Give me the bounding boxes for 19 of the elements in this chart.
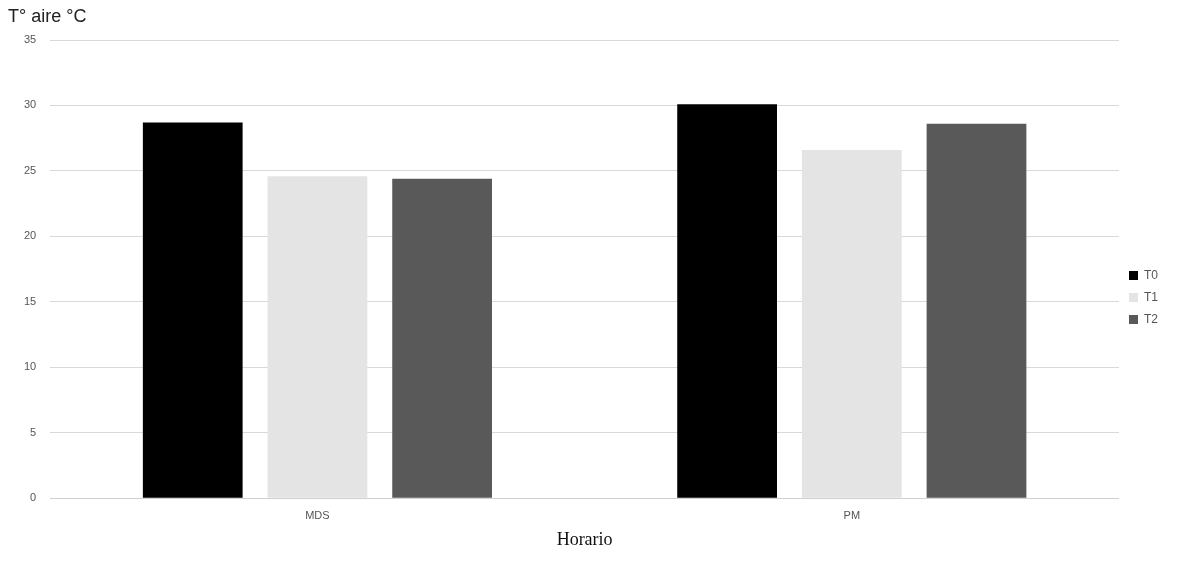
y-tick-label: 10: [23, 360, 37, 373]
y-axis-title: T° aire °C: [8, 6, 87, 27]
y-tick-label: 5: [30, 425, 37, 438]
x-tick-label: PM: [843, 508, 861, 521]
y-tick-label: 20: [23, 229, 37, 242]
y-tick-label: 35: [23, 33, 37, 46]
bar: [926, 123, 1027, 498]
legend-label: T2: [1144, 311, 1159, 326]
legend-label: T1: [1144, 289, 1159, 304]
x-axis-title: Horario: [556, 528, 613, 549]
legend-label: T0: [1144, 267, 1159, 282]
x-tick-label: MDS: [305, 508, 330, 521]
y-tick-label: 30: [23, 98, 37, 111]
bar: [142, 122, 243, 498]
bar: [392, 178, 492, 498]
bar: [677, 104, 777, 498]
y-tick-label: 25: [23, 163, 37, 176]
y-tick-label: 0: [30, 491, 37, 504]
y-tick-label: 15: [23, 294, 37, 307]
